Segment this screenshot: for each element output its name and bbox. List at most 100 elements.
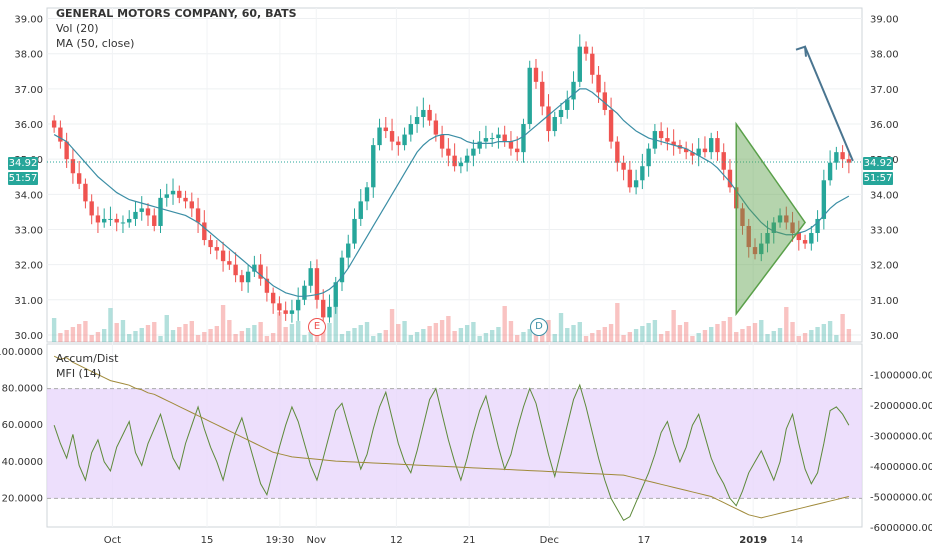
candle-body bbox=[158, 197, 163, 226]
volume-bar bbox=[715, 324, 720, 342]
dividend-event-marker[interactable]: D bbox=[530, 318, 548, 336]
candle-body bbox=[715, 138, 720, 153]
volume-bar bbox=[220, 305, 226, 342]
volume-bar bbox=[120, 320, 126, 342]
candle-body bbox=[189, 201, 194, 209]
volume-bar bbox=[327, 323, 332, 342]
volume-bar bbox=[346, 331, 351, 342]
volume-bar bbox=[289, 324, 295, 342]
volume-bar bbox=[752, 323, 758, 342]
candle-body bbox=[102, 218, 107, 223]
volume-bar bbox=[583, 336, 589, 342]
time-tick-label: 21 bbox=[463, 535, 476, 546]
candle-body bbox=[565, 99, 570, 110]
volume-bar bbox=[821, 324, 827, 342]
candle-body bbox=[227, 261, 232, 265]
volume-bar bbox=[95, 332, 101, 342]
candle-body bbox=[164, 194, 169, 198]
price-tick-right: 31.00 bbox=[870, 296, 899, 307]
volume-bar bbox=[658, 334, 664, 342]
volume-bar bbox=[458, 328, 464, 342]
accum-dist-tick: -2000000.0000 bbox=[870, 401, 932, 412]
volume-bar bbox=[602, 327, 608, 342]
candle-body bbox=[464, 155, 470, 163]
volume-legend: Vol (20) bbox=[56, 22, 99, 35]
price-tick-right: 30.00 bbox=[870, 331, 899, 342]
candle-body bbox=[727, 169, 733, 188]
candle-body bbox=[640, 166, 645, 181]
earnings-event-marker[interactable]: E bbox=[308, 318, 326, 336]
volume-bar bbox=[784, 307, 789, 342]
chart-title: GENERAL MOTORS COMPANY, 60, BATS bbox=[56, 7, 297, 20]
candle-body bbox=[840, 152, 845, 160]
volume-bar bbox=[621, 335, 626, 342]
candle-body bbox=[64, 141, 69, 160]
projection-arrow bbox=[804, 46, 854, 162]
candle-body bbox=[177, 190, 182, 198]
volume-bar bbox=[177, 327, 182, 342]
volume-bar bbox=[727, 317, 733, 342]
candle-body bbox=[127, 218, 132, 223]
candle-body bbox=[752, 247, 758, 255]
volume-bar bbox=[183, 324, 188, 342]
triangle-pattern bbox=[735, 121, 806, 317]
volume-bar bbox=[64, 330, 69, 342]
accum-dist-tick: -3000000.0000 bbox=[870, 432, 932, 443]
candle-body bbox=[414, 116, 420, 125]
volume-bar bbox=[333, 302, 338, 342]
candle-body bbox=[170, 190, 176, 195]
volume-bar bbox=[790, 322, 795, 342]
volume-bar bbox=[552, 334, 557, 342]
candle-body bbox=[277, 303, 282, 311]
candle-body bbox=[58, 127, 63, 142]
candle-body bbox=[821, 180, 827, 219]
candle-body bbox=[558, 109, 564, 117]
candle-body bbox=[358, 201, 363, 219]
candle-body bbox=[515, 148, 520, 153]
volume-bar bbox=[295, 321, 301, 342]
candle-body bbox=[70, 159, 76, 174]
candle-body bbox=[696, 148, 701, 156]
time-tick-label: 2019 bbox=[739, 535, 767, 546]
candle-body bbox=[527, 67, 532, 125]
volume-bar bbox=[558, 313, 564, 342]
candle-body bbox=[771, 222, 776, 234]
price-tick-left: 38.00 bbox=[14, 50, 43, 61]
candle-body bbox=[120, 222, 126, 224]
volume-bar bbox=[571, 325, 576, 342]
volume-bar bbox=[696, 333, 701, 342]
volume-bar bbox=[408, 335, 414, 342]
volume-bar bbox=[302, 335, 307, 342]
volume-bar bbox=[489, 330, 495, 342]
candle-body bbox=[270, 292, 276, 304]
ma-line bbox=[53, 88, 850, 297]
accum-dist-tick: -1000000.0000 bbox=[870, 371, 932, 382]
candle-body bbox=[352, 218, 357, 244]
candle-body bbox=[777, 215, 783, 223]
volume-bar bbox=[771, 331, 776, 342]
volume-bar bbox=[683, 322, 689, 342]
price-tick-right: 32.00 bbox=[870, 261, 899, 272]
volume-bar bbox=[76, 324, 82, 342]
volume-bar bbox=[371, 336, 376, 342]
candle-body bbox=[690, 152, 695, 156]
candle-body bbox=[83, 183, 88, 202]
candle-body bbox=[108, 218, 113, 220]
candle-body bbox=[483, 138, 489, 142]
candle-body bbox=[658, 131, 664, 139]
volume-bar bbox=[840, 314, 845, 342]
volume-bar bbox=[846, 329, 852, 342]
volume-bar bbox=[527, 329, 532, 342]
candle-body bbox=[521, 124, 526, 153]
candle-body bbox=[314, 268, 320, 300]
candle-body bbox=[458, 162, 464, 167]
price-tick-left: 31.00 bbox=[14, 296, 43, 307]
volume-bar bbox=[483, 333, 489, 342]
candle-body bbox=[827, 162, 833, 181]
candle-body bbox=[321, 299, 326, 318]
ma-legend: MA (50, close) bbox=[56, 37, 135, 50]
volume-bar bbox=[233, 334, 238, 342]
mfi-tick: 100.0000 bbox=[0, 347, 43, 358]
price-tick-right: 39.00 bbox=[870, 15, 899, 26]
